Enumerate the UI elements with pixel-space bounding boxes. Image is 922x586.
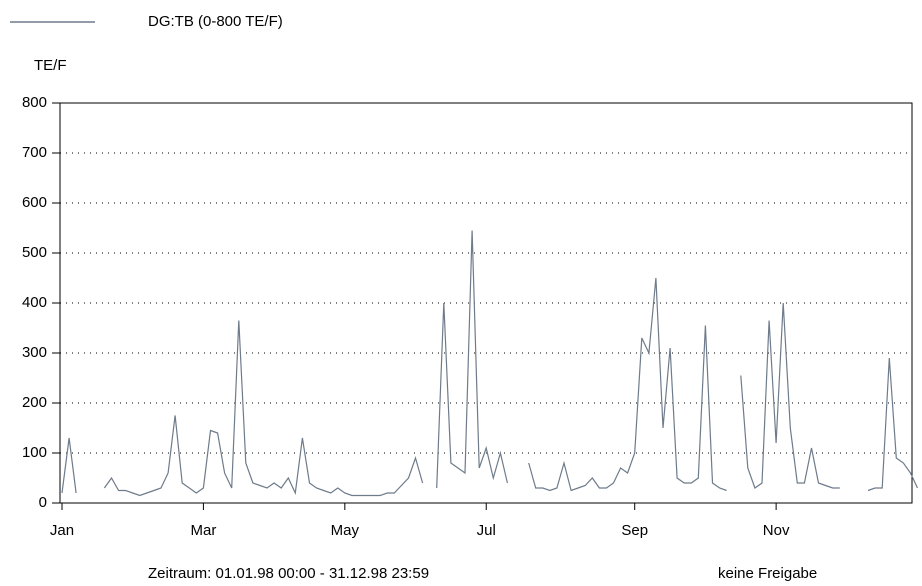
- legend-label: DG:TB (0-800 TE/F): [148, 13, 283, 30]
- x-tick-label: Mar: [190, 522, 216, 539]
- y-tick-label: 500: [22, 244, 47, 261]
- x-tick-label: Sep: [621, 522, 648, 539]
- y-tick-label: 600: [22, 194, 47, 211]
- x-tick-label: Jan: [50, 522, 74, 539]
- x-tick-label: Nov: [763, 522, 790, 539]
- footer-left: Zeitraum: 01.01.98 00:00 - 31.12.98 23:5…: [148, 565, 429, 582]
- y-tick-label: 100: [22, 444, 47, 461]
- y-tick-label: 400: [22, 294, 47, 311]
- y-tick-label: 800: [22, 94, 47, 111]
- y-tick-label: 700: [22, 144, 47, 161]
- footer-right: keine Freigabe: [718, 565, 817, 582]
- data-line: [61, 230, 919, 497]
- y-tick-label: 0: [39, 494, 47, 511]
- x-tick-label: May: [331, 522, 360, 539]
- y-axis-label: TE/F: [34, 57, 67, 74]
- x-tick-label: Jul: [477, 522, 496, 539]
- y-tick-label: 200: [22, 394, 47, 411]
- y-tick-label: 300: [22, 344, 47, 361]
